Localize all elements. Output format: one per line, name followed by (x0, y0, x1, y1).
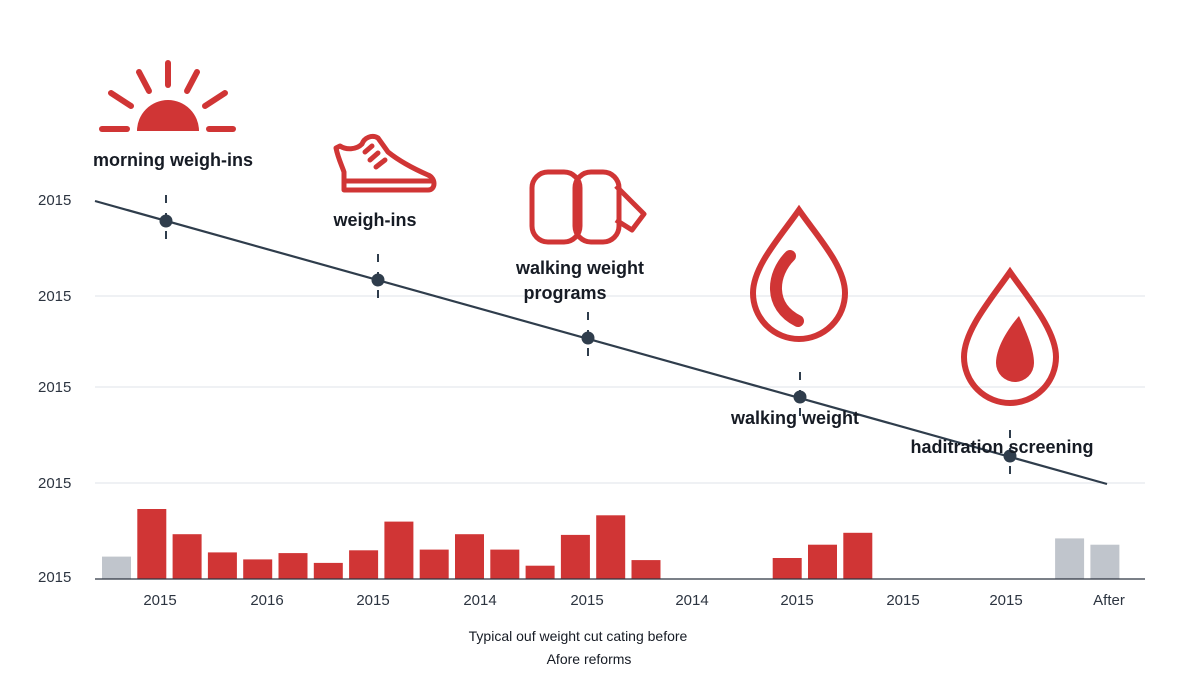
y-tick-label: 2015 (38, 569, 71, 586)
bar (772, 558, 802, 579)
milestone-label: weigh-ins (332, 210, 416, 230)
milestone-label: programs (523, 283, 606, 303)
bar (1090, 544, 1120, 579)
bar (525, 565, 555, 579)
bar (631, 560, 661, 579)
bar (808, 544, 837, 579)
milestone-point (1003, 449, 1017, 463)
milestone-point (159, 214, 173, 228)
caption-line: Typical ouf weight cut cating before (469, 628, 688, 644)
y-tick-label: 2015 (38, 475, 71, 492)
x-tick-label: 2015 (989, 592, 1022, 609)
x-tick-label: 2016 (250, 592, 283, 609)
milestone-labels: morning weigh-ins weigh-ins walking weig… (93, 150, 1094, 457)
sun-icon (99, 60, 236, 132)
bar (278, 553, 308, 579)
bar (490, 549, 520, 579)
milestone-label: walking weight (730, 408, 859, 428)
x-axis: 2015 2016 2015 2014 2015 2014 2015 2015 … (143, 592, 1125, 609)
x-tick-label: 2015 (356, 592, 389, 609)
drop-outline-icon (749, 204, 849, 342)
x-tick-label: 2014 (463, 592, 496, 609)
bar (137, 509, 167, 579)
bar-series (102, 509, 1120, 579)
y-axis: 2015 2015 2015 2015 2015 (38, 192, 71, 586)
x-tick-label: 2015 (780, 592, 813, 609)
milestone-points (159, 214, 1017, 463)
x-tick-label: After (1093, 592, 1125, 609)
bar (313, 562, 343, 579)
bar (172, 534, 202, 579)
bar (560, 534, 590, 579)
x-tick-label: 2015 (886, 592, 919, 609)
milestone-point (371, 273, 385, 287)
trend-line (94, 199, 1108, 486)
milestone-point (581, 331, 595, 345)
milestone-label: walking weight (515, 258, 644, 278)
caption-line: Afore reforms (547, 651, 632, 667)
gridlines (95, 295, 1145, 484)
y-tick-label: 2015 (38, 288, 71, 305)
bar (455, 534, 484, 579)
shoe-icon (333, 133, 437, 193)
caption: Typical ouf weight cut cating before Afo… (469, 628, 688, 667)
scale-pads-icon (529, 169, 647, 245)
bar (1055, 538, 1085, 579)
milestone-label: morning weigh-ins (93, 150, 253, 170)
x-tick-label: 2015 (143, 592, 176, 609)
bar (102, 556, 131, 579)
y-tick-label: 2015 (38, 192, 71, 209)
drop-filled-icon (960, 266, 1060, 406)
bar (843, 532, 873, 579)
bar (207, 552, 237, 579)
bar (384, 521, 414, 579)
bar (596, 515, 626, 579)
y-tick-label: 2015 (38, 379, 71, 396)
milestone-label: haditration screening (910, 437, 1093, 457)
bar (419, 549, 449, 579)
bar (243, 559, 273, 579)
milestone-point (793, 390, 807, 404)
bar (349, 550, 379, 579)
x-tick-label: 2014 (675, 592, 708, 609)
x-tick-label: 2015 (570, 592, 603, 609)
